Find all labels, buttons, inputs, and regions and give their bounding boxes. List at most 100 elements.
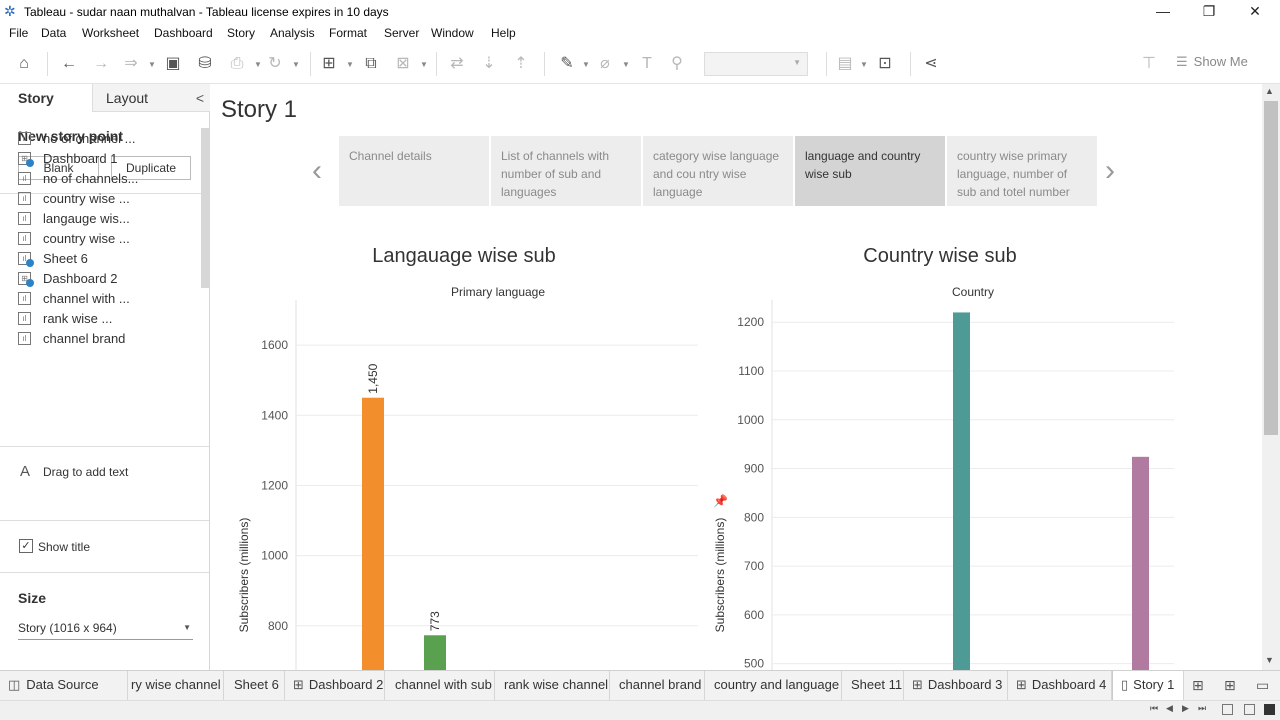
last-sheet-icon[interactable]: ⏭: [1198, 703, 1207, 713]
sheet-item[interactable]: ıl channel with ...: [18, 290, 198, 308]
text-object-icon[interactable]: A: [20, 463, 31, 480]
story-point-caption-active[interactable]: language and country wise sub: [795, 136, 945, 206]
sheet-list-scrollbar[interactable]: [201, 128, 209, 288]
bar[interactable]: [424, 635, 446, 670]
show-title-checkbox[interactable]: ✓: [19, 539, 33, 553]
sheet-item[interactable]: ıl country wise ...: [18, 190, 198, 208]
tab-layout[interactable]: Layout <: [92, 84, 210, 112]
refresh-dropdown-icon[interactable]: ▼: [292, 60, 300, 69]
pause-updates-icon[interactable]: ⎙: [230, 55, 244, 72]
size-select[interactable]: Story (1016 x 964) ▼: [18, 618, 193, 640]
group-members-icon[interactable]: ⌀: [600, 55, 610, 72]
bar[interactable]: [1132, 456, 1149, 670]
sheet-tab[interactable]: ry wise channel: [128, 671, 224, 701]
fit-icon[interactable]: ▤: [837, 55, 853, 72]
menu-help[interactable]: Help: [491, 26, 516, 40]
sheet-item[interactable]: ıl Sheet 6: [18, 250, 198, 268]
new-worksheet-tab-icon[interactable]: ⊞: [1192, 677, 1204, 693]
sort-ascending-icon[interactable]: ⇣: [482, 55, 496, 72]
save-icon[interactable]: ▣: [165, 55, 181, 72]
show-me-button[interactable]: ☰ Show Me: [1176, 54, 1248, 70]
minimize-button[interactable]: —: [1156, 3, 1170, 19]
sheet-item[interactable]: ıl channel brand: [18, 330, 198, 348]
menu-server[interactable]: Server: [384, 26, 420, 40]
duplicate-button[interactable]: Duplicate: [111, 156, 191, 180]
home-icon[interactable]: ⌂: [19, 55, 29, 72]
fit-dropdown-icon[interactable]: ▼: [860, 60, 868, 69]
drag-to-add-text[interactable]: Drag to add text: [43, 465, 129, 479]
format-painter-icon[interactable]: ⊤: [1142, 55, 1156, 72]
bar[interactable]: [953, 312, 970, 670]
new-worksheet-dropdown-icon[interactable]: ▼: [346, 60, 354, 69]
sheet-item[interactable]: ıl rank wise ...: [18, 310, 198, 328]
sheet-item[interactable]: ıl no of channel ...: [18, 130, 198, 148]
redo-icon[interactable]: →: [93, 55, 109, 72]
collapse-pane-icon[interactable]: <: [195, 90, 204, 106]
next-story-point-icon[interactable]: ›: [1105, 154, 1115, 187]
pin-icon[interactable]: 📌: [713, 494, 728, 508]
close-window-button[interactable]: ✕: [1249, 3, 1261, 19]
story-point-caption[interactable]: category wise language and cou ntry wise…: [643, 136, 793, 206]
new-worksheet-icon[interactable]: ⊞: [322, 55, 336, 72]
previous-story-point-icon[interactable]: ‹: [312, 154, 322, 187]
pause-dropdown-icon[interactable]: ▼: [254, 60, 262, 69]
show-mark-labels-icon[interactable]: T: [642, 55, 652, 72]
tab-data-source[interactable]: ◫ Data Source: [0, 671, 128, 701]
sheet-tab[interactable]: channel with sub: [385, 671, 495, 701]
menu-window[interactable]: Window: [431, 26, 474, 40]
sheet-tab[interactable]: Sheet 11: [842, 671, 904, 701]
menu-analysis[interactable]: Analysis: [270, 26, 315, 40]
new-dashboard-tab-icon[interactable]: ⊞: [1224, 677, 1236, 693]
menu-file[interactable]: File: [9, 26, 29, 40]
highlight-dropdown-icon[interactable]: ▼: [582, 60, 590, 69]
sheet-tab[interactable]: channel brand: [610, 671, 705, 701]
menu-format[interactable]: Format: [329, 26, 368, 40]
dashboard-tab[interactable]: ⊞ Dashboard 2: [285, 671, 385, 701]
presentation-mode-icon[interactable]: ⊡: [878, 55, 892, 72]
share-icon[interactable]: ⋖: [924, 55, 938, 72]
sheet-tab[interactable]: rank wise channel: [495, 671, 610, 701]
menu-dashboard[interactable]: Dashboard: [154, 26, 213, 40]
show-sheet-sorter-icon[interactable]: [1244, 704, 1255, 715]
menu-story[interactable]: Story: [227, 26, 256, 40]
show-tabs-icon[interactable]: [1264, 704, 1275, 715]
sort-descending-icon[interactable]: ⇡: [514, 55, 528, 72]
undo-icon[interactable]: ←: [61, 55, 77, 72]
next-sheet-icon[interactable]: ▶: [1182, 703, 1189, 713]
dashboard-tab[interactable]: ⊞ Dashboard 4: [1008, 671, 1112, 701]
story-title[interactable]: Story 1: [221, 96, 298, 123]
refresh-icon[interactable]: ↻: [268, 55, 282, 72]
vertical-scrollbar-thumb[interactable]: [1264, 101, 1278, 435]
group-dropdown-icon[interactable]: ▼: [622, 60, 630, 69]
clear-sheet-icon[interactable]: ⊠: [396, 55, 410, 72]
story-point-caption[interactable]: country wise primary language, number of…: [947, 136, 1097, 206]
new-story-tab-icon[interactable]: ▭: [1256, 677, 1270, 693]
restore-button[interactable]: ❐: [1202, 3, 1216, 19]
fix-axes-icon[interactable]: ⚲: [671, 55, 683, 72]
sheet-item[interactable]: ⊞ Dashboard 1: [18, 150, 198, 168]
tab-story[interactable]: Story: [0, 84, 92, 112]
sheet-tab[interactable]: country and language: [705, 671, 842, 701]
story-tab-active[interactable]: ▯ Story 1: [1112, 671, 1184, 701]
sheet-item[interactable]: ıl country wise ...: [18, 230, 198, 248]
scroll-down-icon[interactable]: ▼: [1265, 655, 1274, 665]
new-data-source-icon[interactable]: ⛁: [198, 55, 212, 72]
bar[interactable]: [362, 397, 384, 670]
swap-rows-columns-icon[interactable]: ⇄: [450, 55, 464, 72]
replay-icon[interactable]: ⇒: [124, 55, 138, 72]
sheet-tab[interactable]: Sheet 6: [224, 671, 285, 701]
sheet-item[interactable]: ıl no of channels...: [18, 170, 198, 188]
dashboard-tab[interactable]: ⊞ Dashboard 3: [904, 671, 1008, 701]
replay-dropdown-icon[interactable]: ▼: [148, 60, 156, 69]
show-filmstrip-icon[interactable]: [1222, 704, 1233, 715]
duplicate-sheet-icon[interactable]: ⧉: [365, 55, 377, 72]
prev-sheet-icon[interactable]: ◀: [1166, 703, 1173, 713]
sheet-item[interactable]: ⊞ Dashboard 2: [18, 270, 198, 288]
sheet-item[interactable]: ıl langauge wis...: [18, 210, 198, 228]
first-sheet-icon[interactable]: ⏮: [1150, 703, 1159, 713]
story-point-caption[interactable]: List of channels with number of sub and …: [491, 136, 641, 206]
menu-data[interactable]: Data: [41, 26, 67, 40]
clear-dropdown-icon[interactable]: ▼: [420, 60, 428, 69]
fit-select[interactable]: ▼: [704, 52, 808, 76]
menu-worksheet[interactable]: Worksheet: [82, 26, 140, 40]
